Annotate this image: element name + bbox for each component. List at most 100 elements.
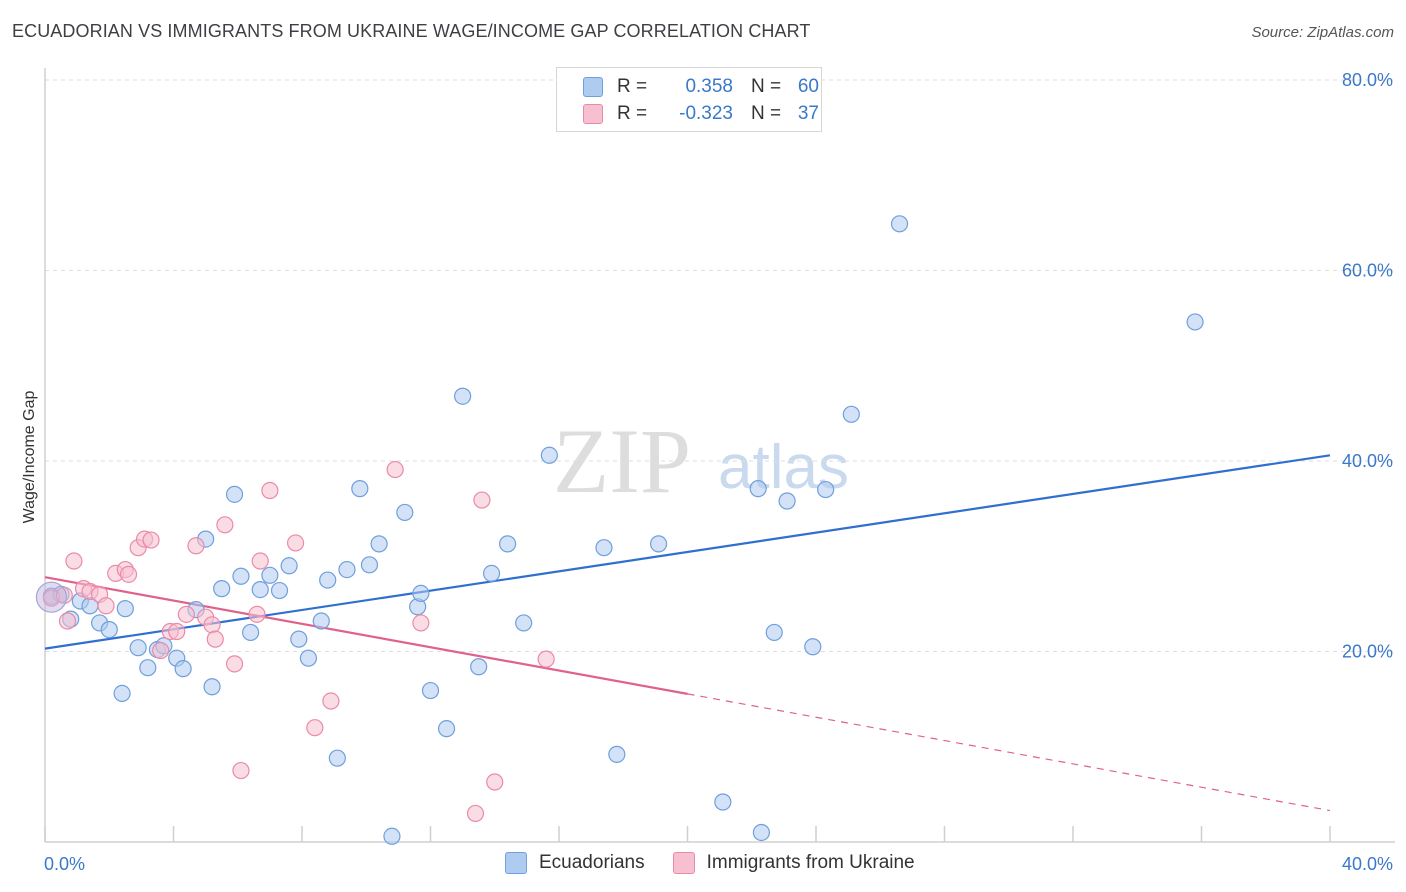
- point-ukraine: [206, 630, 224, 648]
- point-ukraine: [65, 552, 83, 570]
- point-ecuadorians: [319, 571, 337, 589]
- point-ecuadorians: [482, 564, 501, 582]
- point-ecuadorians: [890, 215, 909, 233]
- point-ukraine: [386, 460, 404, 479]
- point-ukraine: [466, 804, 485, 823]
- point-ecuadorians: [290, 630, 308, 648]
- source-label: Source: ZipAtlas.com: [1251, 24, 1394, 41]
- y-tick-label: 40.0%: [1342, 451, 1393, 471]
- gridlines: [45, 79, 1395, 652]
- point-ecuadorians: [328, 749, 346, 767]
- point-ecuadorians: [242, 623, 260, 642]
- point-ecuadorians: [515, 614, 533, 632]
- point-ecuadorians: [174, 660, 192, 678]
- legend-row-ukraine: R = -0.323 N = 37: [583, 102, 819, 126]
- y-axis-label: Wage/Income Gap: [21, 391, 38, 524]
- point-ecuadorians: [251, 580, 269, 599]
- point-ukraine: [412, 614, 430, 632]
- point-ecuadorians: [454, 387, 472, 405]
- x-tick-label: 0.0%: [44, 854, 85, 874]
- point-ecuadorians: [778, 492, 796, 510]
- legend-n-value: 37: [797, 103, 819, 124]
- series-legend-ecuadorians[interactable]: Ecuadorians: [505, 852, 645, 874]
- legend-n-label: N =: [751, 103, 782, 124]
- point-ukraine: [58, 612, 77, 630]
- point-ecuadorians: [351, 480, 369, 498]
- legend-row-ecuadorians: R = 0.358 N = 60: [583, 75, 819, 99]
- tick-labels: 20.0% 40.0% 60.0% 80.0% 0.0% 40.0%: [44, 70, 1393, 874]
- point-ecuadorians: [396, 503, 414, 522]
- point-ecuadorians: [421, 681, 440, 700]
- trend-line-ukraine: [44, 576, 688, 695]
- point-ecuadorians: [116, 600, 134, 618]
- point-ecuadorians: [139, 659, 157, 677]
- point-ukraine: [232, 761, 250, 780]
- point-ukraine: [225, 655, 244, 673]
- point-ukraine: [286, 534, 305, 552]
- point-ukraine: [142, 531, 160, 549]
- point-ecuadorians: [412, 584, 430, 602]
- axes: [44, 68, 1395, 843]
- point-ecuadorians: [540, 446, 558, 464]
- point-ukraine: [152, 641, 170, 660]
- series-legend-ukraine[interactable]: Immigrants from Ukraine: [672, 852, 915, 874]
- point-ecuadorians: [499, 535, 517, 553]
- point-ecuadorians: [437, 720, 456, 738]
- point-ukraine: [248, 605, 266, 623]
- point-ukraine: [216, 516, 234, 534]
- trend-line-ukraine-extrapolated: [687, 693, 1331, 812]
- point-ecuadorians: [595, 539, 613, 557]
- point-ukraine: [486, 773, 504, 791]
- point-ecuadorians: [1186, 313, 1204, 331]
- point-ecuadorians: [280, 557, 298, 575]
- point-ecuadorians: [842, 405, 860, 423]
- legend-swatch-blue: [505, 852, 527, 874]
- legend-r-value: -0.323: [679, 103, 733, 124]
- point-ecuadorians: [470, 658, 488, 676]
- point-ukraine: [203, 616, 221, 634]
- data-points: [35, 215, 1204, 845]
- point-ecuadorians: [100, 620, 118, 639]
- point-ecuadorians: [213, 580, 231, 598]
- series-legend-label: Immigrants from Ukraine: [706, 852, 915, 873]
- x-tick-label: 40.0%: [1342, 854, 1393, 874]
- point-ukraine: [473, 491, 491, 509]
- point-ecuadorians: [649, 535, 668, 553]
- point-ecuadorians: [232, 567, 250, 585]
- point-ukraine: [119, 565, 138, 583]
- point-ukraine: [261, 481, 279, 500]
- point-ecuadorians: [203, 678, 221, 696]
- point-ukraine: [306, 719, 324, 737]
- point-ecuadorians: [312, 612, 330, 630]
- legend-r-value: 0.358: [685, 76, 733, 97]
- point-ecuadorians: [383, 827, 401, 845]
- point-ecuadorians: [817, 480, 835, 499]
- point-ecuadorians: [113, 684, 131, 703]
- y-tick-label: 20.0%: [1342, 642, 1393, 662]
- point-ecuadorians: [608, 745, 626, 763]
- legend-swatch-pink: [583, 104, 603, 124]
- legend-r-label: R =: [617, 103, 648, 124]
- point-ecuadorians: [370, 535, 388, 553]
- point-ukraine: [187, 537, 205, 555]
- point-ecuadorians: [714, 793, 732, 811]
- point-ecuadorians: [270, 581, 289, 600]
- point-ukraine: [251, 552, 269, 570]
- legend-n-label: N =: [751, 76, 782, 97]
- point-ecuadorians: [360, 556, 379, 574]
- point-ecuadorians: [752, 823, 770, 842]
- point-ecuadorians: [338, 560, 356, 579]
- legend-swatch-pink: [672, 852, 695, 874]
- point-ecuadorians: [804, 638, 822, 656]
- chart-title: ECUADORIAN VS IMMIGRANTS FROM UKRAINE WA…: [12, 21, 811, 41]
- point-overlap-cluster: [35, 581, 68, 613]
- legend-swatch-blue: [583, 77, 603, 97]
- point-ecuadorians: [749, 480, 767, 498]
- point-ukraine: [322, 692, 340, 710]
- y-tick-label: 80.0%: [1342, 70, 1393, 90]
- point-ecuadorians: [765, 623, 783, 642]
- legend-r-label: R =: [617, 76, 648, 97]
- point-ukraine: [537, 650, 555, 668]
- point-ecuadorians: [299, 649, 318, 667]
